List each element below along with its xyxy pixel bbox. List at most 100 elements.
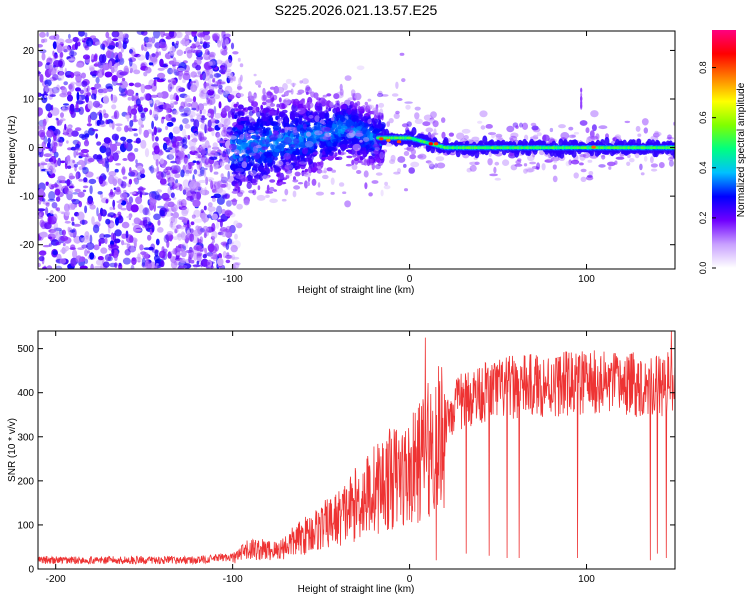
spectrogram-cell [200, 136, 208, 141]
spectrogram-cell [374, 108, 380, 116]
spectrogram-cell [133, 229, 142, 232]
spectrogram-cell [205, 156, 209, 163]
spectrogram-cell [212, 238, 215, 244]
spectrogram-cell [181, 207, 190, 215]
spectrogram-cell [298, 163, 304, 167]
spectrogram-cell [225, 71, 233, 79]
spectrogram-cell [192, 160, 197, 163]
spectrogram-cell [326, 93, 332, 97]
spectrogram-cell [579, 154, 586, 161]
spectrogram-cell [469, 161, 473, 165]
spectrogram-cell [151, 224, 155, 233]
spectrogram-cell [142, 207, 150, 216]
spectrogram-cell [49, 94, 56, 97]
spectrogram-cell [188, 234, 194, 242]
spectrogram-cell [183, 51, 187, 54]
spectrogram-cell [104, 254, 112, 262]
spectrogram-cell [203, 205, 207, 211]
spectrogram-cell [237, 179, 242, 187]
spectrogram-cell [315, 121, 321, 131]
spectrogram-cell [294, 171, 301, 177]
spectrogram-cell [105, 31, 110, 39]
spectrogram-cell [113, 187, 117, 190]
spectrogram-cell [587, 159, 593, 163]
spectrogram-cell [129, 191, 137, 195]
spectrogram-cell [252, 164, 258, 168]
spectrogram-cell [346, 132, 355, 139]
spectrogram-cell [189, 170, 192, 174]
spectrogram-cell [165, 114, 173, 122]
spectrogram-cell [149, 196, 157, 206]
spectrogram-cell [403, 151, 410, 156]
spectrogram-cell [193, 266, 197, 269]
spectrogram-cell [75, 87, 81, 92]
spectrogram-cell [40, 162, 48, 166]
spectrogram-cell [456, 132, 465, 140]
spectrogram-cell [552, 175, 558, 183]
spectrogram-cell [192, 193, 197, 200]
spectrogram-cell [337, 137, 343, 142]
spectrogram-cell [95, 133, 98, 139]
spectrogram-cell [73, 164, 78, 168]
spectrogram-cell [253, 133, 263, 138]
spectrogram-cell [600, 154, 606, 158]
spectrogram-cell [213, 160, 219, 170]
spectrogram-cell [220, 176, 228, 184]
spectrogram-cell [216, 132, 222, 141]
spectrogram-cell [315, 102, 319, 106]
spectrogram-cell [225, 129, 232, 132]
spectrogram-cell [650, 163, 659, 168]
spectrogram-cell [108, 175, 115, 185]
spectrogram-cell [401, 78, 406, 83]
spectrogram-cell [185, 101, 190, 108]
spectrogram-cell [222, 68, 232, 73]
spectrogram-cell [69, 229, 76, 233]
spectrogram-cell [186, 169, 192, 173]
spectrogram-cell [212, 72, 217, 80]
colorbar-gradient [712, 30, 736, 268]
spectrogram-cell [304, 180, 308, 189]
spectrogram-cell [121, 166, 126, 176]
spectrogram-cell [615, 156, 625, 160]
spectrogram-cell [284, 163, 294, 170]
spectrogram-cell [314, 115, 320, 122]
spectrogram-cell [118, 51, 123, 60]
spectrogram-cell [67, 165, 72, 169]
spectrogram-cell [160, 171, 167, 178]
spectrogram-cell [204, 229, 210, 237]
spectrogram-cell [304, 141, 314, 148]
spectrogram-cell [184, 187, 193, 192]
spectrogram-cell [117, 211, 122, 217]
spectrogram-cell [89, 67, 95, 72]
snr-x-ticks: -200 -100 0 100 [46, 331, 595, 585]
spectrogram-cell [158, 51, 161, 56]
spectrogram-cell [319, 136, 327, 140]
spectrogram-cell [283, 136, 292, 145]
spectrogram-cell [348, 105, 354, 109]
spectrogram-cell [57, 175, 66, 182]
spectrogram-cell [295, 148, 300, 154]
spectrogram-cell [219, 161, 225, 167]
spectrogram-cell [149, 164, 155, 174]
spectrogram-cell [209, 74, 214, 79]
spectrogram-cell [232, 122, 239, 128]
spectrogram-cell [104, 71, 113, 78]
spectrogram-cell [176, 252, 183, 256]
spectrogram-cell [297, 103, 304, 110]
spectrogram-cell [100, 67, 105, 73]
spectrogram-cell [98, 175, 104, 185]
spectrogram-cell [411, 127, 417, 136]
snr-y-tick-label: 100 [17, 520, 34, 531]
spectrogram-cell [62, 45, 70, 53]
spectrogram-cell [532, 127, 541, 133]
spectrogram-cell [265, 190, 270, 194]
spectrogram-cell [405, 104, 411, 110]
spectrogram-cell [354, 132, 364, 137]
spectrogram-cell [140, 83, 146, 94]
spectrogram-cell [627, 154, 631, 159]
spectrogram-cell [373, 149, 379, 155]
spectrogram-cell [92, 74, 97, 78]
spectrogram-cell [226, 117, 233, 121]
spectrogram-cell [332, 142, 337, 147]
spectrogram-cell [83, 130, 90, 140]
